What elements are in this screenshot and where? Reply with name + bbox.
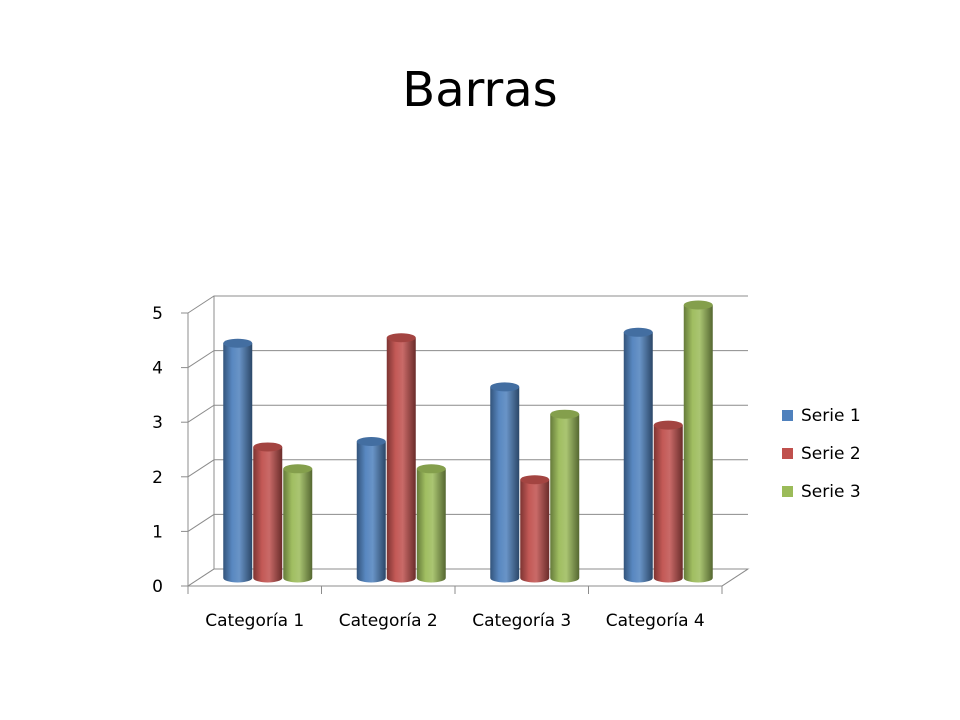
chart-walls [186, 296, 750, 587]
bar-body [253, 446, 283, 583]
y-tick-label: 5 [152, 304, 163, 324]
y-tick-label: 4 [152, 359, 163, 379]
bar [683, 300, 713, 583]
bar-top [283, 464, 313, 474]
bar [283, 464, 313, 583]
bar-body [283, 468, 313, 583]
bar-top [223, 338, 253, 348]
bar [490, 382, 520, 583]
bar [520, 475, 550, 583]
bar [416, 464, 446, 583]
bar [386, 333, 416, 583]
bar-body [623, 332, 653, 583]
bar-body [386, 337, 416, 583]
bar-top [550, 409, 580, 419]
bar [653, 420, 683, 583]
legend-label: Serie 1 [801, 406, 861, 426]
bar-body [520, 479, 550, 583]
bars [223, 300, 713, 583]
y-tick-label: 3 [152, 413, 163, 433]
x-axis: Categoría 1 Categoría 2 Categoría 3 Categor… [187, 585, 723, 631]
bar-top [653, 420, 683, 430]
bar-body [356, 441, 386, 583]
bar-top [490, 382, 520, 392]
bar [223, 338, 253, 583]
floor-edge [721, 568, 749, 587]
bar-top [253, 442, 283, 452]
bar [623, 327, 653, 583]
x-tick-label: Categoría 2 [339, 611, 438, 631]
bar-top [520, 475, 550, 485]
bar-body [223, 343, 253, 583]
bar [550, 409, 580, 583]
bar-top [356, 437, 386, 446]
bar-top [623, 327, 653, 337]
y-tick-label: 2 [152, 468, 163, 488]
y-axis: 0 1 2 3 4 5 [152, 304, 189, 597]
bar [253, 442, 283, 583]
x-tick-label: Categoría 4 [606, 611, 705, 631]
legend-swatch [782, 486, 793, 497]
bar-body [550, 414, 580, 583]
legend-swatch [782, 448, 793, 459]
bar-body [653, 425, 683, 583]
bar-body [490, 386, 520, 583]
bar-top [386, 333, 416, 343]
back-wall [214, 296, 748, 569]
legend-swatch [782, 410, 793, 421]
y-tick-label: 1 [152, 522, 163, 542]
bar-body [683, 305, 713, 583]
x-tick-label: Categoría 1 [205, 611, 304, 631]
legend: Serie 1 Serie 2 Serie 3 [782, 406, 861, 502]
legend-label: Serie 2 [801, 444, 861, 464]
bar-top [683, 300, 713, 310]
bar [356, 437, 386, 583]
bar-body [416, 468, 446, 583]
slide-title: Barras [402, 62, 558, 118]
legend-label: Serie 3 [801, 482, 861, 502]
x-tick-label: Categoría 3 [472, 611, 571, 631]
y-tick-label: 0 [152, 577, 163, 597]
bar-top [416, 464, 446, 474]
